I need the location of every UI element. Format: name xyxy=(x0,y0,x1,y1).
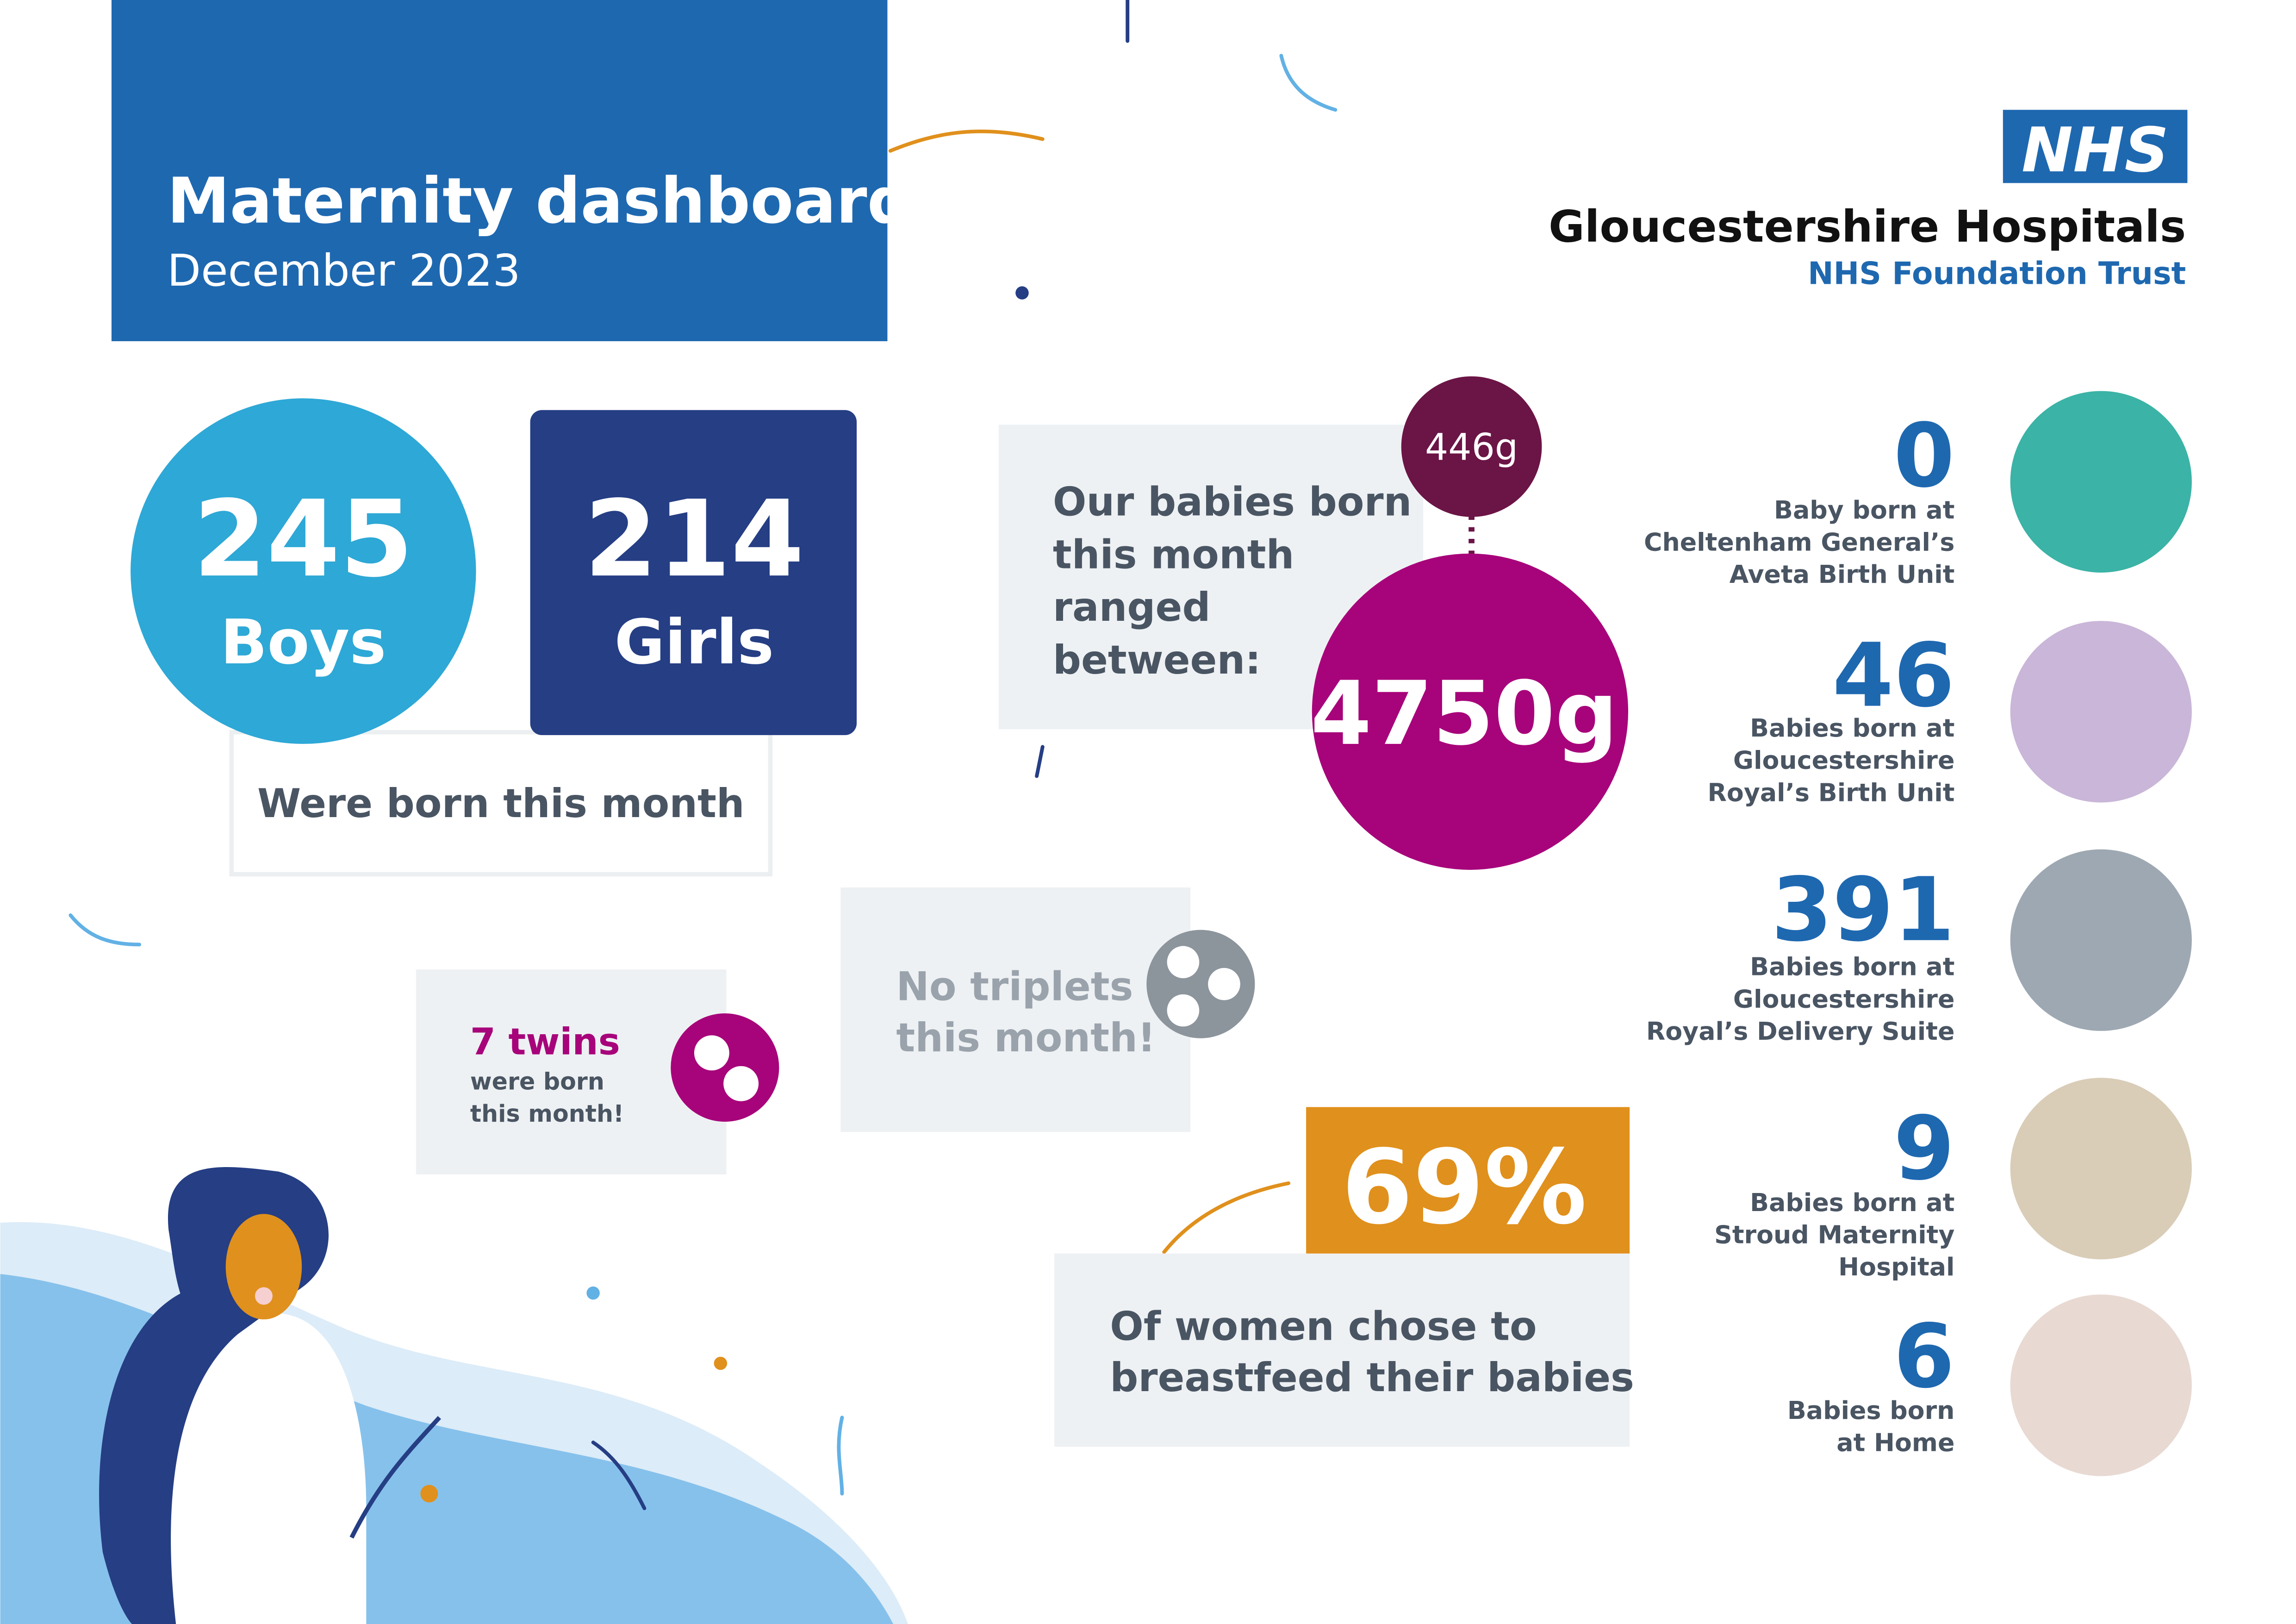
organisation: Gloucestershire Hospitals xyxy=(1549,201,2186,252)
leaf-sprig xyxy=(1162,1181,1291,1254)
triplets-icon-dot xyxy=(1167,994,1200,1027)
triplets-icon-dot xyxy=(1208,968,1240,1000)
face xyxy=(225,1214,302,1320)
min-weight: 446g xyxy=(1425,426,1518,468)
header-panel xyxy=(111,0,888,342)
twins-text: were born xyxy=(470,1068,604,1095)
triplets-icon-dot xyxy=(1167,946,1200,979)
illustration xyxy=(99,1167,442,1624)
location-photo xyxy=(2010,1294,2192,1476)
weight-text: Our babies born xyxy=(1053,479,1412,525)
sprig xyxy=(68,913,142,947)
location-label: Babies born at xyxy=(1750,1188,1954,1217)
max-weight: 4750g xyxy=(1311,662,1618,765)
births-caption: Were born this month xyxy=(257,781,745,827)
location-label: at Home xyxy=(1836,1428,1954,1457)
nhs-logo-box xyxy=(2003,110,2188,183)
twins-icon xyxy=(671,1013,779,1122)
girls-label: Girls xyxy=(615,607,774,678)
max-weight-circle xyxy=(1312,553,1629,870)
percent-box xyxy=(1306,1107,1630,1254)
nhs-logo: NHS xyxy=(2022,115,2169,186)
breastfeeding-text: Of women chose to xyxy=(1110,1304,1537,1349)
location-label: Hospital xyxy=(1838,1252,1954,1281)
boys-circle xyxy=(131,398,476,744)
cheek xyxy=(255,1287,273,1305)
hair xyxy=(99,1288,249,1624)
location-label: Royal’s Delivery Suite xyxy=(1646,1017,1955,1046)
triplets-text: No triplets xyxy=(896,964,1133,1010)
location-label: Stroud Maternity xyxy=(1714,1220,1954,1249)
twins-headline: 7 twins xyxy=(470,1021,620,1063)
location-count: 46 xyxy=(1832,625,1954,727)
location-count: 9 xyxy=(1893,1097,1954,1199)
weight-text: ranged xyxy=(1053,585,1211,631)
caption-box xyxy=(229,730,773,877)
location-label: Cheltenham General’s xyxy=(1644,527,1954,556)
location-count: 0 xyxy=(1893,405,1954,507)
girls-box xyxy=(530,410,857,735)
sprig xyxy=(1035,745,1045,778)
breastfeeding-box xyxy=(1054,1253,1630,1447)
breastfeeding-text: breastfeed their babies xyxy=(1110,1355,1634,1401)
subtitle: December 2023 xyxy=(167,245,521,296)
locations: 0 Baby born at Cheltenham General’s Avet… xyxy=(1644,391,2192,1476)
location-label: Babies born xyxy=(1787,1396,1955,1425)
location-count: 391 xyxy=(1771,859,1954,961)
girls-count: 214 xyxy=(584,478,804,600)
flower xyxy=(420,1485,438,1503)
sprig xyxy=(837,1416,844,1496)
location-label: Babies born at xyxy=(1750,713,1954,743)
triplets-text: this month! xyxy=(896,1015,1155,1061)
title: Maternity dashboard xyxy=(167,165,912,238)
location-photo xyxy=(2010,1078,2192,1260)
location-photo xyxy=(2010,621,2192,803)
location-label: Gloucestershire xyxy=(1733,984,1954,1013)
location-label: Royal’s Birth Unit xyxy=(1707,778,1954,807)
twins-text: this month! xyxy=(470,1100,624,1127)
sprig xyxy=(1279,54,1338,112)
trust: NHS Foundation Trust xyxy=(1808,256,2186,292)
location-label: Aveta Birth Unit xyxy=(1730,560,1955,589)
sprig xyxy=(591,1440,647,1511)
triplets-box xyxy=(840,887,1191,1132)
location-count: 6 xyxy=(1893,1305,1954,1408)
weight-text: this month xyxy=(1053,532,1294,578)
dot xyxy=(714,1356,728,1370)
breastfeeding-percent: 69% xyxy=(1342,1128,1587,1247)
boys-label: Boys xyxy=(220,607,386,678)
location-photo xyxy=(2010,849,2192,1031)
location-label: Babies born at xyxy=(1750,952,1954,981)
boys-count: 245 xyxy=(193,478,413,600)
location-photo xyxy=(2010,391,2192,573)
location-label: Gloucestershire xyxy=(1733,746,1954,775)
twins-icon-dot xyxy=(723,1066,759,1101)
dot xyxy=(1015,286,1029,300)
min-weight-circle xyxy=(1401,376,1542,517)
decorations xyxy=(68,0,1338,1511)
weight-text: between: xyxy=(1053,637,1261,683)
flower-stem xyxy=(349,1416,442,1539)
leaf-sprig xyxy=(888,129,1045,153)
location-label: Baby born at xyxy=(1774,495,1954,525)
twins-icon-dot xyxy=(694,1035,729,1071)
dot xyxy=(586,1286,600,1300)
